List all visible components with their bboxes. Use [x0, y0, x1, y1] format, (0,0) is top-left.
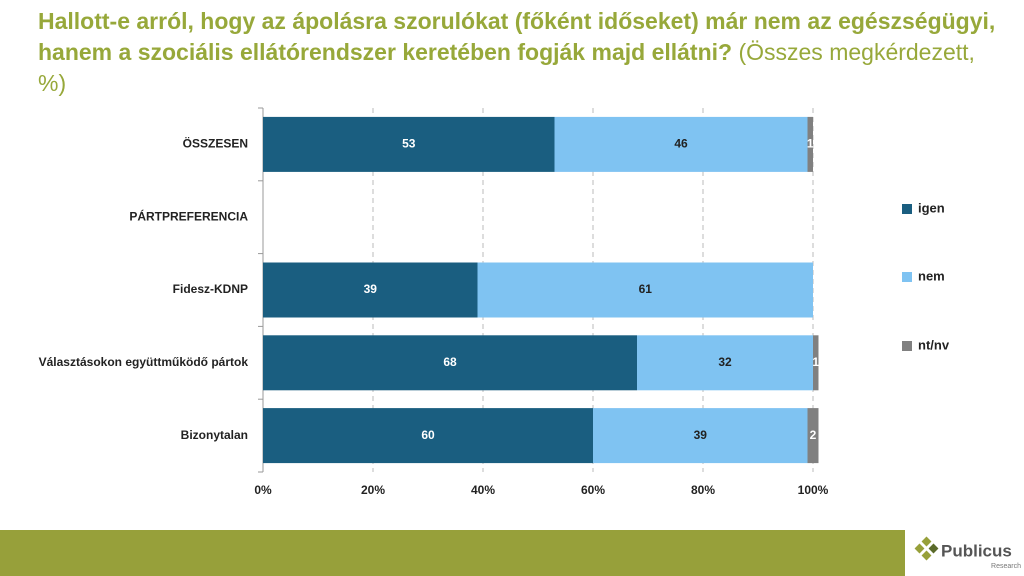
data-label: 60	[421, 428, 435, 442]
logo-subtext: Research	[991, 563, 1021, 570]
footer-band	[0, 530, 905, 576]
logo-text: Publicus	[941, 541, 1012, 560]
category-label: PÁRTPREFERENCIA	[129, 208, 248, 223]
legend-label: nem	[918, 268, 945, 283]
bar-segment	[554, 116, 808, 172]
x-tick-label: 40%	[471, 483, 495, 497]
category-label: Bizonytalan	[181, 428, 248, 442]
chart: 0% 20% 40% 60% 80% 100% ÖSSZESEN 53 46 1 PÁRTPREFE…	[39, 107, 950, 497]
chart-title: Hallott-e arról, hogy az ápolásra szorul…	[38, 8, 996, 65]
data-label: 39	[364, 282, 378, 296]
bar-segment	[593, 408, 808, 464]
legend-label: igen	[918, 200, 945, 215]
x-tick-label: 60%	[581, 483, 605, 497]
bar-segment	[637, 335, 813, 391]
x-tick-label: 20%	[361, 483, 385, 497]
bar-segment	[263, 335, 637, 391]
legend-swatch	[902, 204, 912, 214]
data-label: 68	[443, 355, 457, 369]
data-label: 61	[639, 282, 653, 296]
x-tick-label: 100%	[798, 483, 829, 497]
data-label: 1	[812, 355, 819, 369]
category-label: ÖSSZESEN	[183, 136, 248, 151]
logo-icon	[914, 536, 939, 561]
data-label: 32	[718, 355, 732, 369]
bar-segment	[807, 116, 813, 172]
data-label: 2	[810, 428, 817, 442]
category-label: Fidesz-KDNP	[173, 282, 248, 296]
legend-swatch	[902, 272, 912, 282]
title-block: Hallott-e arról, hogy az ápolásra szorul…	[38, 6, 998, 99]
data-label: 39	[694, 428, 708, 442]
bar-segment	[263, 262, 478, 318]
category-label: Választásokon együttműködő pártok	[39, 355, 249, 369]
data-label: 53	[402, 137, 416, 151]
data-label: 1	[807, 137, 814, 151]
bar-segment	[477, 262, 813, 318]
legend-label: nt/nv	[918, 337, 950, 352]
x-tick-label: 0%	[254, 483, 272, 497]
legend-swatch	[902, 341, 912, 351]
bar-segment	[807, 408, 819, 464]
chart-subtitle: (Összes megkérdezett, %)	[38, 39, 975, 96]
x-tick-label: 80%	[691, 483, 715, 497]
bar-segment	[813, 335, 819, 391]
bar-segment	[263, 408, 593, 464]
bar-segment	[263, 116, 555, 172]
data-label: 46	[674, 137, 688, 151]
logo: Publicus Research	[914, 536, 1021, 570]
